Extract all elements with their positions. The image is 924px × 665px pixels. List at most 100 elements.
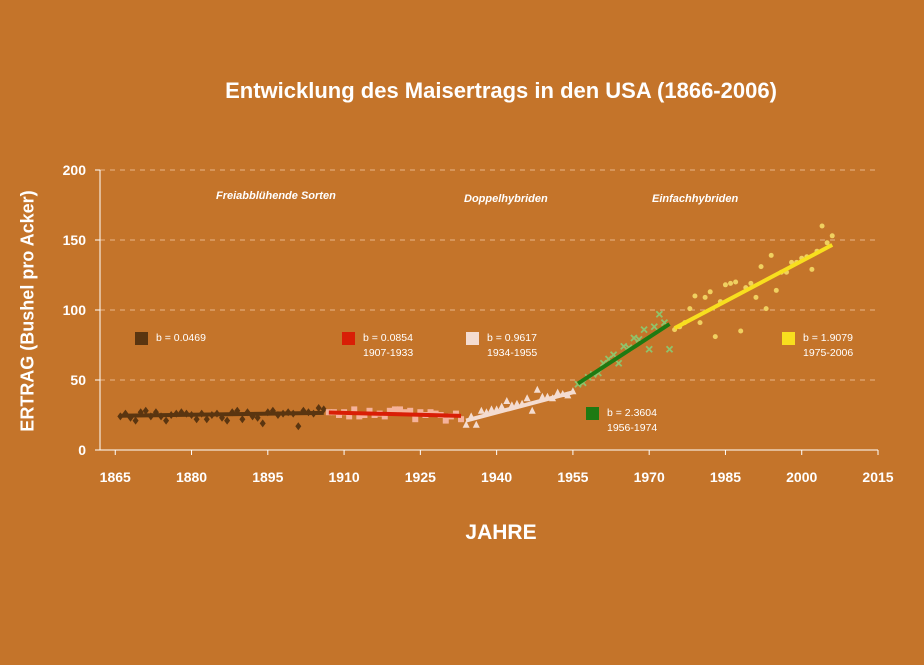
- data-point: [386, 407, 393, 414]
- data-point: [665, 345, 674, 353]
- trend-line: [673, 243, 834, 330]
- data-point: [809, 266, 815, 272]
- data-point: [346, 413, 353, 420]
- data-point: [655, 310, 663, 318]
- annotation-einfachhybriden: Einfachhybriden: [652, 193, 738, 205]
- data-point: [351, 406, 358, 413]
- data-point: [488, 405, 496, 413]
- tick-labels: 0 50 100 150 200 1865 1880 1895 1910 1925 1940 1955…: [63, 162, 894, 485]
- data-point: [452, 410, 459, 417]
- data-point: [829, 233, 835, 239]
- legend-entry-2: b = 0.0854 1907-1933: [342, 332, 413, 359]
- data-point: [239, 415, 246, 424]
- trend-lines: [120, 243, 834, 423]
- data-point: [407, 407, 414, 414]
- data-point: [728, 280, 734, 286]
- data-point: [295, 422, 302, 431]
- y-tick-label: 100: [63, 302, 87, 318]
- legend-label: b = 0.9617: [487, 332, 537, 344]
- x-tick-label: 1955: [557, 469, 588, 485]
- data-point: [254, 413, 261, 422]
- x-tick-label: 1910: [329, 469, 360, 485]
- data-point: [523, 394, 531, 402]
- annotations: Freiabblühende Sorten Doppelhybriden Einfa…: [216, 190, 738, 205]
- data-point: [397, 406, 404, 413]
- legend-entry-5: b = 1.9079 1975-2006: [782, 332, 853, 359]
- data-point: [259, 419, 266, 428]
- data-point: [356, 413, 363, 420]
- annotation-freiabbluehende-sorten: Freiabblühende Sorten: [216, 190, 336, 202]
- x-tick-label: 1895: [252, 469, 283, 485]
- trend-line: [576, 322, 671, 386]
- data-point: [163, 416, 170, 425]
- data-point: [477, 406, 485, 414]
- data-point: [224, 416, 231, 425]
- data-points: [117, 223, 835, 431]
- legend-swatch-beige: [466, 332, 479, 345]
- data-point: [528, 406, 536, 414]
- legend-label: b = 2.3604: [607, 407, 657, 419]
- data-point: [335, 412, 342, 418]
- data-point: [325, 409, 332, 416]
- y-tick-label: 200: [63, 162, 87, 178]
- data-point: [712, 334, 718, 340]
- legend-label: b = 0.0854: [363, 332, 413, 344]
- data-point: [381, 413, 388, 420]
- data-point: [763, 306, 769, 312]
- data-point: [722, 282, 728, 288]
- x-tick-label: 1940: [481, 469, 512, 485]
- data-point: [650, 323, 658, 331]
- x-axis-label: JAHRE: [465, 521, 537, 544]
- data-point: [402, 409, 409, 416]
- data-point: [645, 345, 653, 353]
- axes: [95, 169, 879, 455]
- data-point: [498, 402, 506, 410]
- data-point: [687, 306, 693, 312]
- trend-line: [120, 410, 324, 418]
- legend-entry-3: b = 0.9617 1934-1955: [466, 332, 537, 359]
- data-point: [472, 420, 480, 428]
- x-tick-label: 1865: [100, 469, 131, 485]
- legend-label: b = 1.9079: [803, 332, 853, 344]
- data-point: [391, 406, 398, 413]
- legend-entry-1: b = 0.0469: [135, 332, 206, 345]
- data-point: [615, 359, 623, 367]
- y-tick-label: 150: [63, 232, 87, 248]
- data-point: [417, 409, 424, 416]
- data-point: [707, 289, 713, 295]
- data-point: [458, 416, 465, 423]
- data-point: [692, 293, 698, 299]
- x-tick-label: 1925: [405, 469, 436, 485]
- data-point: [758, 264, 764, 270]
- legend-label: 1975-2006: [803, 347, 853, 359]
- x-tick-label: 1880: [176, 469, 207, 485]
- legend-swatch-red: [342, 332, 355, 345]
- data-point: [503, 397, 511, 404]
- x-tick-label: 1985: [710, 469, 741, 485]
- legend: b = 0.0469 b = 0.0854 1907-1933 b = 0.9617 1…: [135, 332, 853, 434]
- data-point: [702, 294, 708, 300]
- data-point: [733, 279, 739, 285]
- legend-label: 1934-1955: [487, 347, 537, 359]
- data-point: [132, 416, 139, 425]
- data-point: [773, 287, 779, 293]
- data-point: [427, 409, 434, 416]
- data-point: [697, 320, 703, 326]
- legend-swatch-green: [586, 407, 599, 420]
- trend-line: [465, 390, 574, 423]
- legend-label: b = 0.0469: [156, 332, 206, 344]
- y-tick-label: 0: [78, 442, 86, 458]
- data-point: [819, 223, 825, 229]
- data-point: [412, 416, 419, 423]
- legend-swatch-brown: [135, 332, 148, 345]
- data-point: [630, 334, 638, 342]
- data-point: [203, 415, 210, 424]
- x-tick-label: 2015: [862, 469, 893, 485]
- legend-swatch-yellow: [782, 332, 795, 345]
- legend-entry-4: b = 2.3604 1956-1974: [586, 407, 657, 434]
- data-point: [738, 328, 744, 334]
- data-point: [640, 325, 648, 334]
- data-point: [824, 240, 830, 246]
- data-point: [620, 342, 628, 351]
